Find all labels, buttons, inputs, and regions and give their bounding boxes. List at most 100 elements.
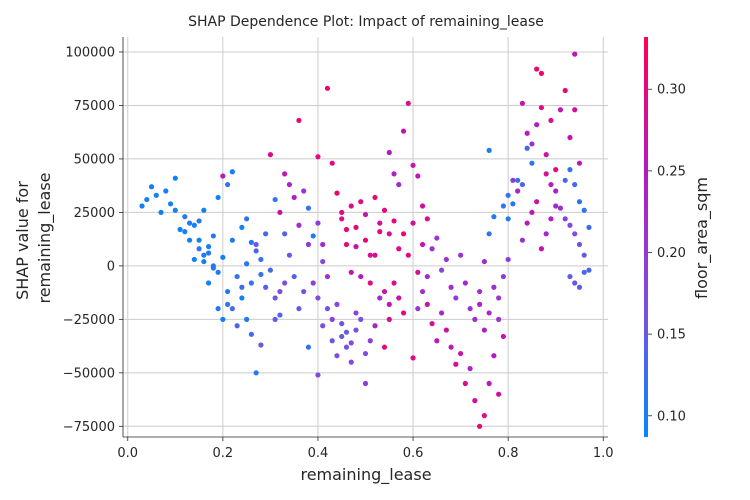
y-tick-label: 75000 — [74, 99, 115, 114]
scatter-point — [272, 196, 278, 203]
scatter-point — [467, 365, 473, 372]
scatter-point — [201, 252, 207, 258]
scatter-point — [258, 271, 264, 278]
scatter-point — [381, 344, 388, 350]
scatter-point — [424, 273, 430, 280]
scatter-point — [381, 288, 388, 295]
scatter-point — [229, 237, 235, 243]
scatter-point — [491, 214, 497, 220]
scatter-point — [415, 173, 421, 179]
scatter-point — [410, 355, 416, 361]
scatter-point — [396, 181, 402, 188]
scatter-point — [419, 288, 426, 295]
scatter-point — [196, 218, 202, 224]
y-tick-label: 25000 — [74, 206, 115, 221]
scatter-point — [386, 231, 392, 237]
scatter-point — [277, 312, 283, 318]
scatter-point — [424, 216, 430, 222]
y-tick-label: −50000 — [63, 366, 115, 381]
scatter-point — [562, 87, 568, 94]
scatter-point — [291, 273, 297, 280]
y-tick-label: 50000 — [74, 152, 115, 167]
scatter-point — [391, 218, 397, 224]
scatter-point — [339, 333, 345, 340]
y-tick-label: −25000 — [63, 313, 115, 328]
scatter-point — [567, 273, 573, 280]
scatter-point — [315, 372, 321, 378]
scatter-point — [191, 222, 197, 228]
scatter-point — [286, 181, 293, 188]
scatter-point — [529, 209, 535, 216]
scatter-point — [358, 273, 364, 280]
scatter-point — [229, 306, 235, 312]
scatter-point — [220, 173, 226, 179]
scatter-point — [405, 252, 411, 258]
scatter-point — [372, 194, 378, 201]
scatter-points — [139, 51, 592, 429]
scatter-point — [510, 201, 516, 207]
x-axis-title: remaining_lease — [300, 465, 431, 485]
scatter-point — [353, 310, 359, 316]
scatter-point — [486, 147, 492, 153]
scatter-point — [477, 423, 483, 429]
scatter-point — [353, 327, 359, 333]
colorbar-tick-label: 0.20 — [657, 246, 686, 261]
scatter-point — [296, 117, 302, 124]
scatter-point — [557, 205, 564, 211]
scatter-point — [372, 323, 378, 329]
scatter-point — [424, 301, 430, 307]
scatter-point — [510, 177, 516, 183]
scatter-point — [305, 205, 312, 211]
scatter-point — [353, 244, 359, 250]
scatter-point — [543, 231, 549, 237]
scatter-point — [225, 288, 231, 295]
y-axis-title: SHAP value for remaining_lease — [13, 172, 55, 303]
scatter-point — [405, 100, 411, 106]
colorbar-tick-label: 0.30 — [657, 83, 686, 98]
scatter-point — [272, 295, 278, 301]
scatter-point — [244, 261, 250, 267]
scatter-point — [572, 231, 578, 237]
scatter-point — [348, 340, 354, 346]
scatter-point — [215, 306, 221, 312]
scatter-point — [343, 329, 350, 335]
scatter-point — [182, 214, 188, 220]
scatter-point — [496, 316, 502, 322]
scatter-point — [562, 177, 568, 183]
scatter-point — [538, 246, 545, 252]
scatter-point — [400, 231, 407, 237]
scatter-point — [548, 216, 554, 222]
scatter-point — [315, 295, 321, 301]
scatter-point — [334, 301, 340, 307]
scatter-point — [548, 117, 554, 124]
scatter-point — [381, 207, 388, 213]
scatter-point — [553, 167, 559, 173]
scatter-point — [244, 316, 250, 322]
scatter-point — [543, 171, 549, 177]
scatter-point — [410, 162, 416, 168]
scatter-point — [581, 252, 587, 258]
scatter-point — [329, 316, 335, 322]
scatter-point — [434, 235, 440, 241]
scatter-point — [282, 280, 288, 286]
scatter-point — [453, 295, 459, 301]
scatter-point — [258, 342, 264, 348]
scatter-point — [367, 280, 373, 286]
scatter-point — [586, 267, 592, 273]
scatter-point — [496, 391, 502, 397]
scatter-point — [448, 284, 454, 290]
scatter-point — [334, 353, 340, 359]
scatter-point — [367, 338, 373, 344]
scatter-point — [186, 220, 193, 226]
scatter-point — [277, 288, 283, 295]
scatter-point — [215, 194, 221, 201]
scatter-point — [305, 344, 312, 350]
scatter-point — [572, 280, 578, 286]
scatter-point — [334, 190, 340, 196]
scatter-point — [210, 263, 216, 269]
scatter-point — [386, 316, 392, 322]
scatter-point — [362, 211, 369, 218]
scatter-point — [386, 301, 392, 307]
scatter-point — [567, 222, 573, 228]
